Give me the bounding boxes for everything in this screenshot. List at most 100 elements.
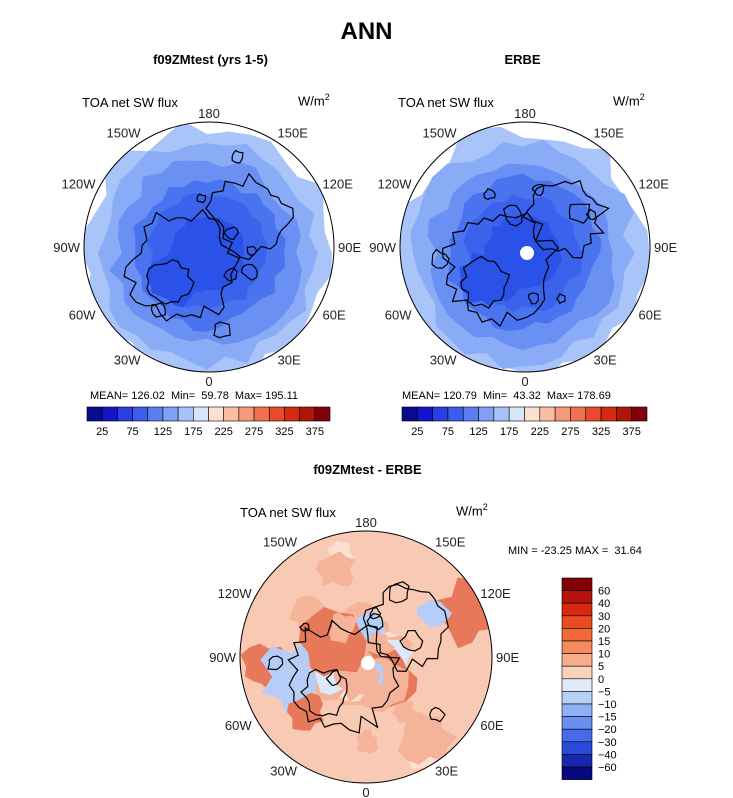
panel-2-colorbar: 25 75 125 175 225 275 325 375: [401, 406, 648, 438]
colorbar-swatch: [561, 691, 593, 705]
map-border: [83, 121, 335, 373]
longitude-label-ll2: 30W: [114, 353, 141, 368]
longitude-label-ul2: 120W: [62, 177, 97, 192]
colorbar-tick-label: 225: [215, 426, 233, 438]
longitude-label-ur1: 150E: [435, 535, 466, 550]
longitude-label-ll2: 30W: [270, 763, 297, 778]
shading-patch: [315, 551, 357, 587]
shading-patch: [287, 692, 324, 731]
longitude-label-ul1: 150W: [107, 126, 142, 141]
coastline: [223, 267, 238, 282]
colorbar-tick-label: 25: [411, 426, 423, 438]
longitude-label-lr2: 30E: [435, 763, 458, 778]
colorbar-swatch: [539, 406, 556, 422]
colorbar-tick-label: 40: [598, 598, 610, 610]
map-border: [399, 121, 651, 373]
colorbar-tick-label: −5: [598, 686, 611, 698]
coastline: [460, 255, 511, 309]
longitude-label-ll2: 30W: [430, 353, 457, 368]
colorbar-tick-label: −10: [598, 699, 617, 711]
map-panel-3: 180 0 90W 90E 150W 120W 60W 30W 150E 120E 60E 30E: [209, 515, 519, 798]
coastline: [483, 187, 496, 201]
coastline: [585, 208, 597, 221]
longitude-label-lr2: 30E: [594, 353, 617, 368]
colorbar-swatch: [561, 628, 593, 642]
shading-patch: [329, 612, 357, 644]
longitude-label-bottom: 0: [521, 374, 528, 389]
panel-2-title: ERBE: [504, 52, 541, 67]
shading-patch: [459, 250, 521, 307]
colorbar-swatch: [268, 406, 285, 422]
coastline: [205, 172, 295, 261]
shading-patch: [431, 577, 492, 649]
coastline: [568, 203, 591, 224]
longitude-label-lr2: 30E: [278, 353, 301, 368]
longitude-label-top: 180: [355, 515, 377, 530]
longitude-label-top: 180: [198, 106, 220, 121]
longitude-label-left: 90W: [53, 240, 80, 255]
colorbar-swatch: [561, 766, 593, 780]
colorbar-tick-label: 60: [598, 586, 610, 598]
colorbar-swatch: [561, 728, 593, 743]
coastline: [503, 204, 523, 227]
colorbar-tick-label: 175: [184, 426, 202, 438]
map-panel-2: 180 0 90W 90E 150W 120W 60W 30W 150E 120E 60E 30E: [369, 106, 677, 389]
shading-patch: [147, 246, 206, 308]
coastline: [431, 248, 450, 269]
coastline: [527, 292, 540, 305]
longitude-label-lr1: 60E: [639, 308, 662, 323]
coastline: [389, 581, 410, 604]
colorbar-swatch: [508, 406, 525, 422]
colorbar-swatch: [561, 716, 593, 730]
pole-marker: [520, 246, 534, 260]
coastline: [240, 263, 258, 281]
pole-marker: [361, 656, 375, 670]
colorbar-tick-label: 325: [275, 426, 293, 438]
colorbar-swatch: [432, 406, 449, 422]
shading-patch: [356, 729, 379, 754]
colorbar-swatch: [561, 602, 593, 617]
coastline: [196, 193, 207, 204]
colorbar-tick-label: 175: [500, 426, 518, 438]
colorbar-tick-label: 275: [245, 426, 263, 438]
colorbar-swatch: [561, 741, 593, 755]
colorbar-tick-label: 225: [531, 426, 549, 438]
colorbar-swatch: [631, 406, 648, 422]
map-panel-1: 180 0 90W 90E 150W 120W 60W 30W 150E 120E 60E 30E: [53, 106, 361, 389]
panel-3-units: W/m2: [456, 502, 488, 519]
colorbar-tick-label: −60: [598, 762, 617, 774]
colorbar-swatch: [561, 754, 593, 768]
panel-2-variable-label: TOA net SW flux: [398, 95, 494, 110]
longitude-label-lr1: 60E: [323, 308, 346, 323]
longitude-label-bottom: 0: [205, 374, 212, 389]
coastline: [531, 183, 545, 197]
coastline: [429, 706, 446, 723]
colorbar-swatch: [177, 406, 194, 422]
longitude-label-ur2: 120E: [323, 177, 354, 192]
coastline: [325, 669, 342, 687]
coastline: [369, 607, 382, 620]
coastline: [267, 655, 284, 671]
colorbar-swatch: [284, 406, 300, 422]
colorbar-swatch: [600, 406, 617, 422]
longitude-label-ll1: 60W: [385, 308, 412, 323]
coastline: [246, 245, 258, 256]
colorbar-swatch: [417, 406, 433, 422]
colorbar-tick-label: −20: [598, 724, 617, 736]
colorbar-swatch: [462, 406, 479, 422]
colorbar-tick-label: 30: [598, 611, 610, 623]
colorbar-swatch: [561, 678, 593, 692]
longitude-label-ll1: 60W: [225, 718, 252, 733]
colorbar-swatch: [561, 590, 593, 604]
colorbar-swatch: [314, 406, 331, 422]
colorbar-tick-label: 5: [598, 661, 604, 673]
longitude-label-bottom: 0: [362, 785, 369, 798]
colorbar-swatch: [147, 406, 164, 422]
panel-1-variable-label: TOA net SW flux: [82, 95, 178, 110]
colorbar-tick-label: 125: [469, 426, 487, 438]
colorbar-swatch: [554, 406, 571, 422]
panel-1-title: f09ZMtest (yrs 1-5): [153, 52, 268, 67]
colorbar-tick-label: 325: [592, 426, 610, 438]
